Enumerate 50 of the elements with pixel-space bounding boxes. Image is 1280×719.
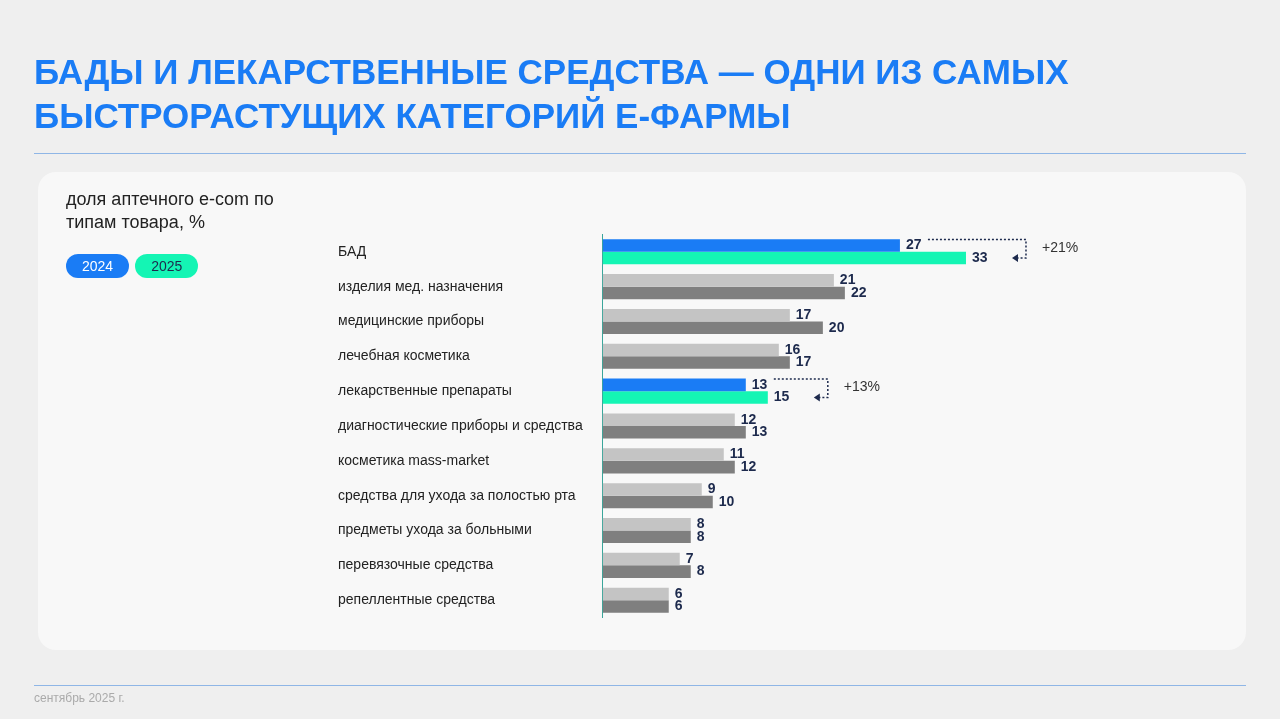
bar bbox=[602, 378, 746, 392]
bar bbox=[602, 448, 724, 461]
text: +21% bbox=[1041, 238, 1079, 255]
y-tick-label: изделия мед. назначения bbox=[338, 277, 504, 294]
bar bbox=[602, 552, 680, 566]
text: 2025 bbox=[135, 254, 199, 278]
bar bbox=[602, 530, 691, 544]
data-label: 10 bbox=[718, 492, 735, 509]
y-tick-label: репеллентные средства bbox=[338, 591, 496, 608]
bar bbox=[602, 426, 746, 439]
bar bbox=[602, 308, 790, 322]
data-label: 17 bbox=[795, 306, 812, 323]
text: сентябрь 2025 г. bbox=[34, 691, 125, 705]
data-label: 33 bbox=[971, 248, 988, 265]
y-tick-label: средства для ухода за полостью рта bbox=[338, 486, 576, 503]
bar bbox=[602, 274, 834, 287]
y-tick-label: диагностические приборы и средства bbox=[338, 416, 583, 433]
data-label: 7 bbox=[685, 549, 694, 566]
bar bbox=[602, 600, 669, 613]
text: доля аптечного e-com по типам товара, % bbox=[66, 188, 275, 234]
data-label: 8 bbox=[696, 562, 705, 579]
bar bbox=[602, 587, 669, 601]
chart-title: БАДЫ И ЛЕКАРСТВЕННЫЕ СРЕДСТВА — ОДНИ ИЗ САМЫХ БЫСТРОРАСТУЩИХ КАТЕГОРИЙ Е-ФАРМЫ bbox=[34, 51, 1070, 137]
data-label: 13 bbox=[751, 375, 768, 392]
bar bbox=[602, 517, 691, 531]
annotation: +13% bbox=[843, 378, 881, 395]
y-tick-label: медицинские приборы bbox=[338, 312, 485, 329]
data-label: 27 bbox=[905, 236, 922, 253]
text: 2024 bbox=[66, 254, 130, 278]
y-tick-label: косметика mass-market bbox=[338, 451, 490, 468]
bar bbox=[602, 460, 735, 474]
bar bbox=[602, 321, 823, 335]
y-tick-label: предметы ухода за больными bbox=[338, 521, 532, 538]
y-tick-label: лечебная косметика bbox=[338, 347, 471, 364]
data-label: 9 bbox=[707, 480, 716, 497]
bar bbox=[602, 251, 966, 265]
bar bbox=[602, 495, 713, 509]
y-tick-label: перевязочные средства bbox=[338, 556, 494, 573]
bar bbox=[602, 239, 900, 252]
y-tick-label: БАД bbox=[338, 242, 367, 259]
bar bbox=[602, 356, 790, 369]
bar bbox=[602, 391, 768, 404]
bar bbox=[602, 413, 735, 426]
data-label: 20 bbox=[828, 318, 845, 335]
y-tick-label: лекарственные препараты bbox=[338, 382, 512, 399]
bar bbox=[602, 343, 779, 357]
bar bbox=[602, 286, 845, 300]
bar bbox=[602, 565, 691, 578]
data-label: 15 bbox=[773, 388, 790, 405]
bar bbox=[602, 483, 702, 496]
